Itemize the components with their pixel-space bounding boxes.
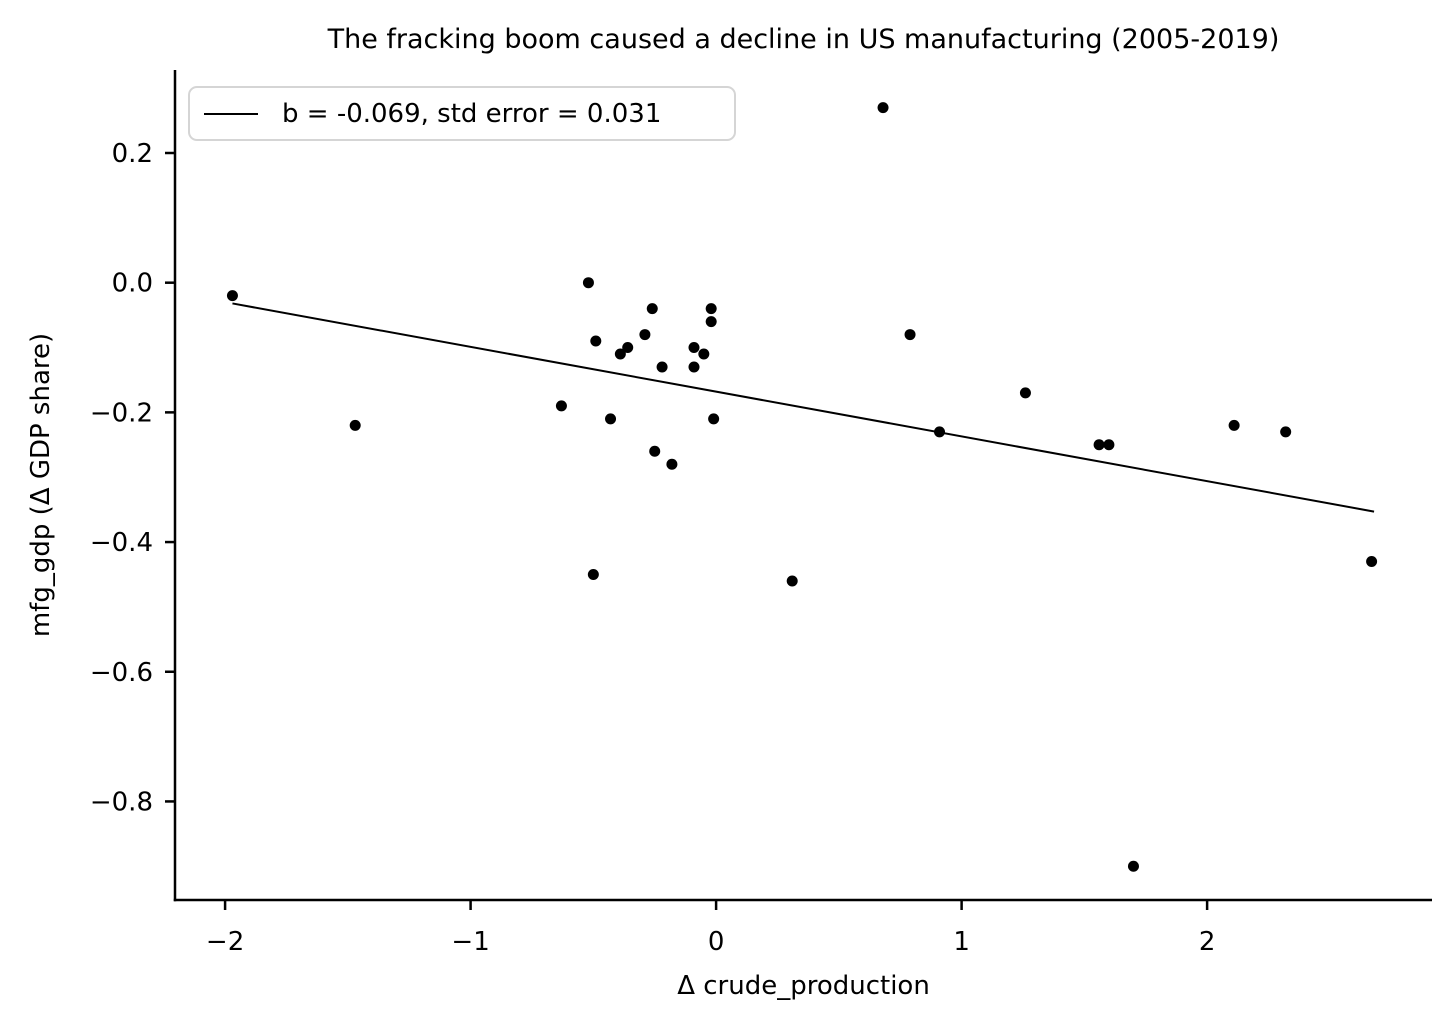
data-point [698,348,710,360]
y-tick-label: −0.8 [90,787,153,817]
data-point [622,342,634,354]
data-point [1366,556,1378,568]
data-point [1019,387,1031,399]
data-point [705,303,717,315]
data-point [705,316,717,328]
data-point [877,102,889,114]
data-point [1127,860,1139,872]
data-point [666,458,678,470]
y-axis-label: mfg_gdp (Δ GDP share) [26,332,56,638]
y-tick-label: −0.2 [90,398,153,428]
data-point [614,348,626,360]
x-tick-label: −1 [451,927,489,957]
data-point [1093,439,1105,451]
legend-line-sample [204,112,258,115]
data-point [605,413,617,425]
data-point [1103,439,1115,451]
data-point [1228,419,1240,431]
y-tick-label: −0.6 [90,658,153,688]
data-point [656,361,668,373]
data-point [587,568,599,580]
y-tick-label: −0.4 [90,528,153,558]
chart-title: The fracking boom caused a decline in US… [327,24,1280,55]
regression-line [232,302,1375,513]
data-point [934,426,946,438]
x-tick-label: 2 [1199,927,1216,957]
y-tick-label: 0.0 [112,269,153,299]
y-tick-label: 0.2 [112,139,153,169]
data-point [904,329,916,341]
x-tick-label: 1 [953,927,970,957]
data-point [708,413,720,425]
data-point [555,400,567,412]
legend: b = -0.069, std error = 0.031 [188,86,736,141]
x-tick-label: 0 [708,927,725,957]
data-point [582,277,594,289]
data-point [1280,426,1292,438]
data-point [786,575,798,587]
data-point [688,342,700,354]
data-point [646,303,658,315]
data-point [639,329,651,341]
x-tick-label: −2 [206,927,244,957]
data-point [688,361,700,373]
x-axis-label: Δ crude_production [677,971,930,1001]
legend-label: b = -0.069, std error = 0.031 [282,98,662,129]
data-point [349,419,361,431]
data-point [226,290,238,302]
data-point [649,445,661,457]
data-point [590,335,602,347]
